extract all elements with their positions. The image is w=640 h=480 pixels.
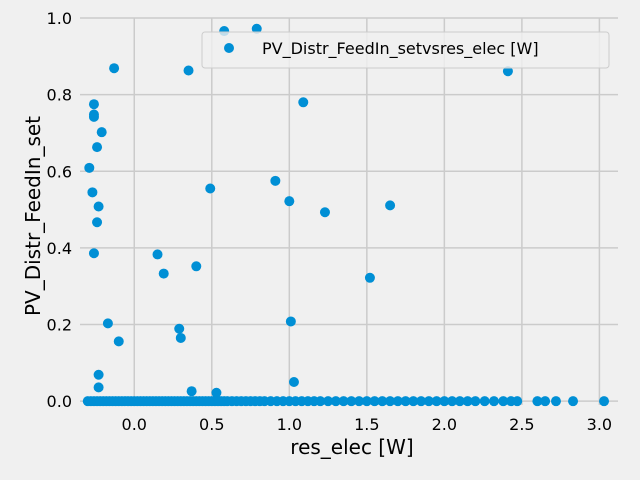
data-point	[502, 66, 513, 77]
data-point	[462, 396, 473, 407]
data-point	[109, 63, 120, 74]
data-point	[599, 396, 610, 407]
data-point	[385, 200, 396, 211]
data-point	[470, 396, 481, 407]
y-tick-label: 0.8	[47, 86, 72, 105]
y-axis-label: PV_Distr_FeedIn_set	[21, 116, 45, 316]
data-point	[93, 201, 104, 212]
data-point	[284, 196, 295, 207]
data-point	[175, 332, 186, 343]
legend-box	[201, 31, 610, 69]
data-point	[354, 396, 365, 407]
y-tick-label: 1.0	[47, 9, 72, 28]
data-point	[158, 268, 169, 279]
data-point	[498, 396, 509, 407]
data-point	[93, 369, 104, 380]
y-tick-labels: 0.0 0.2 0.4 0.6 0.8 1.0	[47, 9, 72, 411]
legend-marker	[224, 43, 234, 53]
data-point	[431, 396, 442, 407]
legend: PV_Distr_FeedIn_setvsres_elec [W]	[201, 31, 610, 69]
data-point	[447, 396, 458, 407]
x-tick-label: 2.5	[509, 415, 534, 434]
x-tick-label: 2.0	[432, 415, 457, 434]
data-point	[183, 65, 194, 76]
y-tick-label: 0.0	[47, 392, 72, 411]
data-point	[92, 142, 103, 153]
data-point	[191, 261, 202, 272]
data-point	[87, 187, 98, 198]
x-tick-label: 0.5	[199, 415, 224, 434]
data-point	[364, 272, 375, 283]
data-point	[102, 318, 113, 329]
data-point	[423, 396, 434, 407]
data-point	[174, 323, 185, 334]
data-point	[323, 396, 334, 407]
x-axis-label: res_elec [W]	[290, 435, 413, 459]
data-point	[285, 316, 296, 327]
y-tick-label: 0.6	[47, 162, 72, 181]
data-point	[416, 396, 427, 407]
data-point	[113, 336, 124, 347]
data-point	[338, 396, 349, 407]
data-point	[186, 386, 197, 397]
y-tick-label: 0.2	[47, 316, 72, 335]
data-point	[512, 396, 523, 407]
data-point	[550, 396, 561, 407]
data-point	[88, 248, 99, 259]
data-point	[377, 396, 388, 407]
data-point	[392, 396, 403, 407]
y-tick-label: 0.4	[47, 239, 72, 258]
data-point	[540, 396, 551, 407]
data-point	[88, 109, 99, 120]
data-point	[270, 175, 281, 186]
data-point	[361, 396, 372, 407]
legend-label: PV_Distr_FeedIn_setvsres_elec [W]	[262, 39, 539, 59]
data-point	[84, 162, 95, 173]
data-point	[288, 377, 299, 388]
data-point	[385, 396, 396, 407]
data-point	[568, 396, 579, 407]
data-point	[369, 396, 380, 407]
grid-lines	[80, 17, 618, 405]
data-point	[454, 396, 465, 407]
data-point	[152, 249, 163, 260]
data-point	[408, 396, 419, 407]
data-point	[93, 382, 104, 393]
data-point	[96, 127, 107, 138]
x-tick-label: 3.0	[587, 415, 612, 434]
x-tick-labels: 0.0 0.5 1.0 1.5 2.0 2.5 3.0	[122, 415, 613, 434]
x-tick-label: 1.0	[277, 415, 302, 434]
data-point	[298, 97, 309, 108]
data-point	[251, 23, 262, 34]
data-point	[211, 387, 222, 398]
data-point	[488, 396, 499, 407]
data-point	[346, 396, 357, 407]
data-point	[439, 396, 450, 407]
data-point	[92, 217, 103, 228]
data-point	[400, 396, 411, 407]
data-point	[205, 183, 216, 194]
data-point	[319, 207, 330, 218]
data-point	[88, 99, 99, 110]
x-tick-label: 0.0	[122, 415, 147, 434]
data-point	[315, 396, 326, 407]
data-points	[82, 23, 610, 407]
data-point	[330, 396, 341, 407]
data-point	[532, 396, 543, 407]
data-point	[479, 396, 490, 407]
x-tick-label: 1.5	[354, 415, 379, 434]
